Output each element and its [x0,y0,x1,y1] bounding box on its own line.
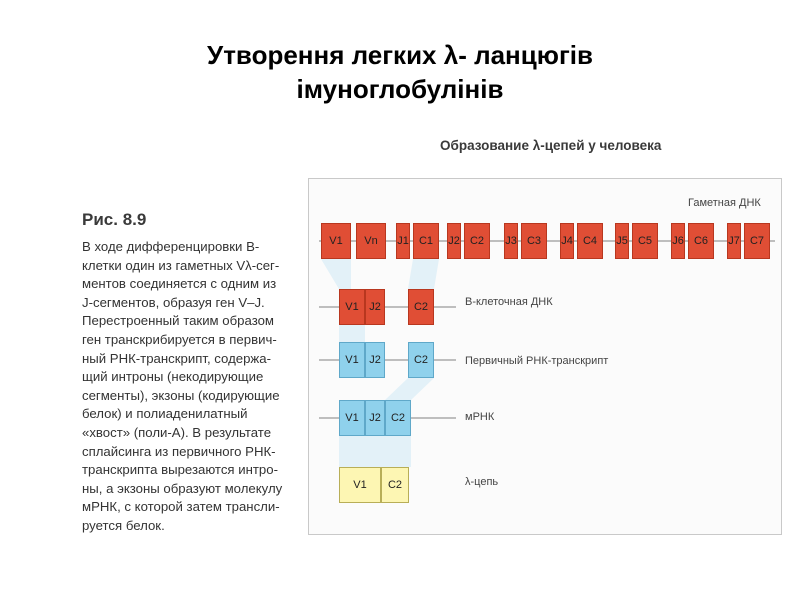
diagram-title: Образование λ-цепей у человека [440,138,662,153]
figure-number: Рис. 8.9 [82,210,147,229]
gene-segment-c3: C3 [521,223,547,259]
gene-segment-j6: J6 [671,223,685,259]
rearrangement-link-c [408,259,439,289]
rearrangement-link-v [321,259,351,289]
gene-segment-c2: C2 [381,467,409,503]
caption-line: руется белок. [82,517,165,533]
slide-title-line-1: Утворення легких λ- ланцюгів [207,40,593,70]
gene-segment-j2: J2 [365,289,385,325]
gene-segment-j5: J5 [615,223,629,259]
gene-segment-v1: V1 [339,342,365,378]
gene-segment-c6: C6 [688,223,714,259]
figure-caption: В ходе дифференцировки В- клетки один из… [82,238,292,536]
row-label: λ-цепь [465,476,499,488]
caption-line: «хвост» (поли-А). В результате [82,424,272,440]
caption-line: белок) и полиаденилатный [82,406,248,422]
gene-segment-c2: C2 [408,342,434,378]
gene-segment-v1: V1 [321,223,351,259]
caption-line: транскрипта вырезаются интро- [82,462,278,478]
gene-segment-j2: J2 [365,342,385,378]
gene-segment-v1: V1 [339,400,365,436]
gene-segment-j2: J2 [365,400,385,436]
row-label: мРНК [465,411,495,423]
caption-line: щий интроны (некодирующие [82,369,264,385]
caption-line: ментов соединяется с одним из [82,276,277,292]
caption-line: J-сегментов, образуя ген V–J. [82,294,265,310]
gene-segment-v1: V1 [339,467,381,503]
translation-link [339,436,411,467]
gene-segment-c2: C2 [408,289,434,325]
slide-title-line-2: імуноглобулінів [296,74,504,104]
diagram-panel: V1 Vn J1 C1 J2 C2 J3 C3 J4 C4 J5 C5 J6 C6 J7 C7 Гаметная… [308,178,782,535]
caption-line: Перестроенный таким образом [82,313,274,329]
row-label: Гаметная ДНК [688,197,761,209]
splicing-link [385,378,434,400]
gene-segment-j4: J4 [560,223,574,259]
gene-segment-j2: J2 [447,223,461,259]
gene-segment-c1: C1 [413,223,439,259]
gene-segment-c4: C4 [577,223,603,259]
caption-line: В ходе дифференцировки В- [82,239,260,254]
gene-segment-c5: C5 [632,223,658,259]
gene-segment-j7: J7 [727,223,741,259]
transcription-link [339,325,365,342]
gene-segment-c2: C2 [464,223,490,259]
caption-line: ген транскрибируется в первич- [82,331,277,347]
gene-segment-c2: C2 [385,400,411,436]
caption-line: мРНК, с которой затем трансли- [82,499,280,515]
gene-segment-j1: J1 [396,223,410,259]
gene-segment-c7: C7 [744,223,770,259]
gene-segment-j3: J3 [504,223,518,259]
gene-segment-v1: V1 [339,289,365,325]
caption-line: сплайсинга из первичного РНК- [82,443,276,459]
row-label: Первичный РНК-транскрипт [465,355,609,367]
caption-line: сегменты), экзоны (кодирующие [82,387,280,403]
gene-segment-vn: Vn [356,223,386,259]
caption-line: клетки один из гаметных Vλ-сег- [82,257,280,273]
slide-title: Утворення легких λ- ланцюгів імуноглобул… [0,38,800,106]
caption-line: ный РНК-транскрипт, содержа- [82,350,271,366]
row-label: В-клеточная ДНК [465,296,553,308]
caption-line: ны, а экзоны образуют молекулу [82,480,283,496]
